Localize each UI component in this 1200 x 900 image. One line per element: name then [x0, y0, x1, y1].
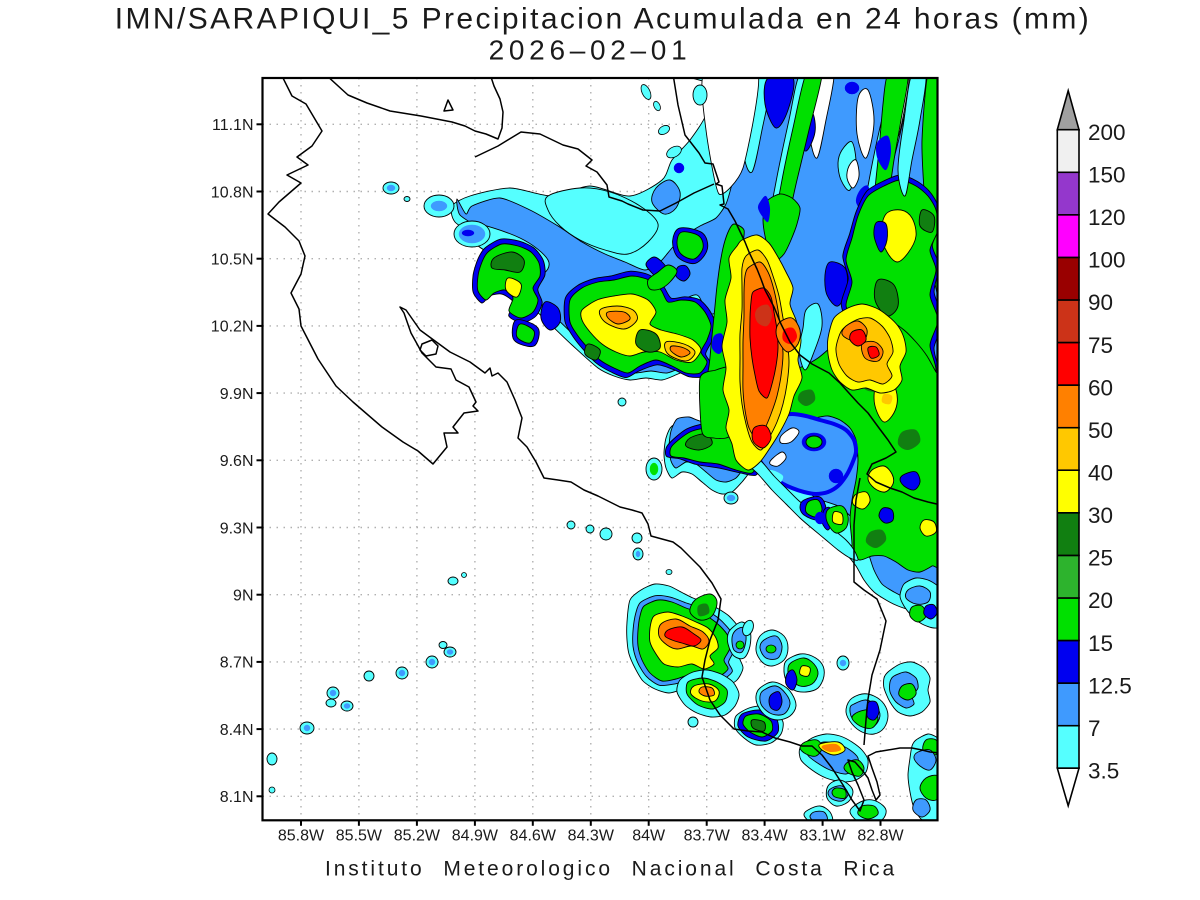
svg-text:9.3N: 9.3N: [220, 520, 254, 537]
svg-text:85.2W: 85.2W: [394, 828, 441, 845]
svg-text:15: 15: [1088, 631, 1113, 656]
svg-text:Instituto Meteorologico Nacion: Instituto Meteorologico Nacional Costa R…: [325, 858, 897, 881]
svg-text:200: 200: [1088, 120, 1126, 145]
svg-text:8.7N: 8.7N: [220, 655, 254, 672]
svg-text:60: 60: [1088, 375, 1113, 400]
svg-text:9N: 9N: [233, 588, 253, 605]
svg-text:8.1N: 8.1N: [220, 789, 254, 806]
svg-text:3.5: 3.5: [1088, 759, 1119, 784]
svg-text:85.8W: 85.8W: [278, 828, 325, 845]
svg-text:83.4W: 83.4W: [741, 828, 788, 845]
svg-text:10.8N: 10.8N: [211, 184, 254, 201]
svg-text:84W: 84W: [632, 828, 666, 845]
svg-text:12.5: 12.5: [1088, 673, 1132, 698]
svg-text:40: 40: [1088, 461, 1113, 486]
svg-text:9.6N: 9.6N: [220, 453, 254, 470]
svg-text:84.3W: 84.3W: [568, 828, 615, 845]
svg-text:9.9N: 9.9N: [220, 386, 254, 403]
svg-text:83.7W: 83.7W: [684, 828, 731, 845]
svg-text:10.5N: 10.5N: [211, 252, 254, 269]
svg-text:7: 7: [1088, 716, 1101, 741]
svg-text:25: 25: [1088, 546, 1113, 571]
svg-text:11.1N: 11.1N: [212, 117, 254, 134]
svg-text:50: 50: [1088, 418, 1113, 443]
svg-text:82.8W: 82.8W: [857, 828, 904, 845]
svg-text:150: 150: [1088, 163, 1126, 188]
svg-text:84.9W: 84.9W: [452, 828, 499, 845]
svg-text:75: 75: [1088, 333, 1113, 358]
svg-text:85.5W: 85.5W: [336, 828, 383, 845]
svg-text:84.6W: 84.6W: [510, 828, 557, 845]
svg-text:10.2N: 10.2N: [211, 319, 254, 336]
svg-text:IMN/SARAPIQUI_5 Precipitacion: IMN/SARAPIQUI_5 Precipitacion Acumulada …: [115, 3, 1091, 36]
svg-text:90: 90: [1088, 290, 1113, 315]
svg-text:30: 30: [1088, 503, 1113, 528]
svg-text:8.4N: 8.4N: [220, 722, 254, 739]
svg-text:100: 100: [1088, 248, 1126, 273]
svg-text:20: 20: [1088, 588, 1113, 613]
svg-text:83.1W: 83.1W: [799, 828, 846, 845]
svg-text:2026–02–01: 2026–02–01: [489, 35, 692, 66]
svg-text:120: 120: [1088, 205, 1126, 230]
